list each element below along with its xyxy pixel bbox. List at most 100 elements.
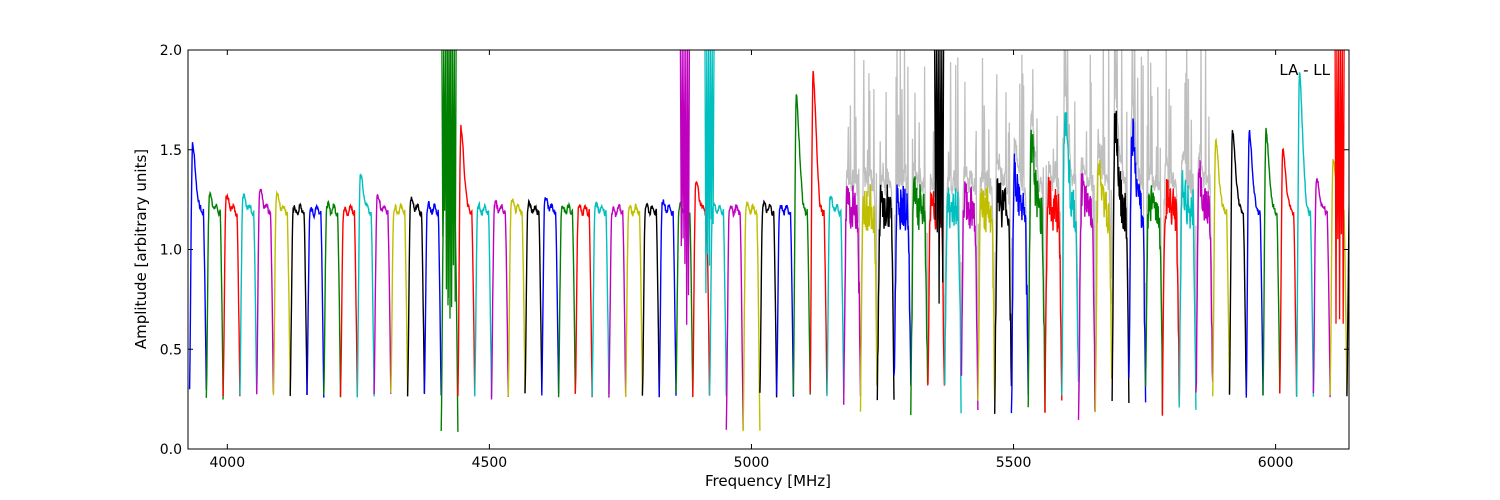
rfi-spike xyxy=(446,50,457,308)
x-tick-label: 4000 xyxy=(209,455,245,471)
spectral-window-trace xyxy=(1228,130,1247,396)
x-tick-label: 5000 xyxy=(734,455,770,471)
spectral-window-trace xyxy=(188,142,207,390)
spectral-window-trace xyxy=(1295,72,1315,398)
spectral-window-layer xyxy=(188,50,1349,432)
y-tick-label: 0.5 xyxy=(160,342,182,358)
spectral-window-trace xyxy=(356,173,375,398)
spectral-window-trace xyxy=(1245,129,1264,398)
spectral-window-trace xyxy=(239,193,258,396)
spectral-window-trace xyxy=(876,184,895,401)
spectral-window-trace xyxy=(658,199,677,398)
spectral-window-trace xyxy=(541,197,560,396)
spectral-window-trace xyxy=(474,200,493,397)
background-trace-segment xyxy=(843,50,862,379)
spectral-window-trace xyxy=(792,94,811,396)
y-axis-label: Amplitude [arbitrary units] xyxy=(132,149,150,349)
spectral-window-trace xyxy=(1279,147,1298,396)
x-axis-ticks: 4000 4500 5000 5500 6000 xyxy=(209,50,1293,471)
background-trace-segment xyxy=(1195,50,1214,377)
spectral-window-trace xyxy=(323,200,342,398)
spectral-window-trace xyxy=(423,200,442,396)
background-trace-segment xyxy=(977,57,996,374)
spectral-window-trace xyxy=(910,176,929,416)
x-tick-label: 6000 xyxy=(1258,455,1294,471)
spectral-window-trace xyxy=(1111,110,1130,404)
spectral-window-trace xyxy=(222,192,241,397)
background-trace-segment xyxy=(1161,50,1180,371)
background-trace-segment xyxy=(960,81,979,365)
spectral-window-trace xyxy=(1262,127,1281,396)
spectral-window-trace xyxy=(708,201,727,397)
spectral-window-trace xyxy=(406,196,426,397)
rfi-spike xyxy=(704,50,715,294)
spectral-window-trace xyxy=(859,184,878,412)
spectral-window-trace xyxy=(256,188,275,395)
background-trace-segment xyxy=(1010,54,1029,379)
background-trace-segment xyxy=(876,91,895,375)
spectral-window-trace xyxy=(826,195,845,397)
spectral-window-trace xyxy=(1178,170,1197,410)
y-tick-label: 1.0 xyxy=(160,243,182,259)
y-axis-ticks: 0.0 0.5 1.0 1.5 2.0 xyxy=(160,43,1349,458)
x-tick-label: 5500 xyxy=(996,455,1032,471)
y-tick-label: 1.5 xyxy=(160,143,182,159)
spectral-window-trace xyxy=(205,191,224,400)
spectral-window-trace xyxy=(742,200,761,432)
spectral-window-trace xyxy=(1061,112,1080,396)
background-trace-segment xyxy=(1061,50,1080,379)
rfi-spike xyxy=(679,50,691,325)
spectral-window-trace xyxy=(272,190,291,397)
spectral-window-trace xyxy=(390,202,409,396)
spectral-window-trace xyxy=(893,184,912,386)
spectral-window-trace xyxy=(507,198,526,397)
background-trace-segment xyxy=(1128,50,1147,362)
background-trace-segment xyxy=(1094,50,1113,363)
spectral-window-trace xyxy=(457,124,476,397)
spectral-window-trace xyxy=(490,200,509,400)
spectral-window-trace xyxy=(1128,118,1147,403)
background-trace-segment xyxy=(1077,54,1096,404)
x-axis-label: Frequency [MHz] xyxy=(705,472,831,490)
spectral-window-trace xyxy=(1027,129,1046,413)
background-trace-segment xyxy=(859,59,878,371)
spectral-window-trace xyxy=(1312,178,1331,398)
spectral-window-trace xyxy=(960,181,979,411)
x-tick-label: 4500 xyxy=(472,455,508,471)
spectral-window-trace xyxy=(1195,160,1214,393)
spectral-window-trace xyxy=(1161,178,1180,416)
spectral-window-trace xyxy=(306,203,325,398)
spectral-window-trace xyxy=(591,201,610,397)
spectral-window-trace xyxy=(557,201,576,398)
background-trace-segment xyxy=(893,50,912,370)
rfi-spike xyxy=(933,50,945,304)
spectral-window-trace xyxy=(1077,173,1096,420)
spectral-window-trace xyxy=(809,70,828,394)
spectral-window-trace xyxy=(1044,176,1063,413)
spectral-window-trace xyxy=(943,187,962,414)
spectral-window-trace xyxy=(1144,185,1164,415)
spectral-window-trace xyxy=(1094,159,1113,412)
spectral-window-trace xyxy=(1212,137,1231,397)
spectral-window-trace xyxy=(994,178,1013,414)
spectral-window-trace xyxy=(725,204,744,430)
spectral-window-trace xyxy=(843,185,862,405)
y-tick-label: 0.0 xyxy=(160,442,182,458)
background-trace-segment xyxy=(910,66,929,368)
spectral-window-trace xyxy=(289,202,308,396)
spectral-window-trace xyxy=(524,198,543,394)
spectral-window-trace xyxy=(641,202,660,397)
spectral-window-trace xyxy=(608,203,627,398)
spectral-window-trace xyxy=(339,203,358,397)
spectral-window-trace xyxy=(977,186,996,402)
plot-area xyxy=(188,50,1349,432)
background-trace-segment xyxy=(994,74,1013,371)
spectral-window-trace xyxy=(373,193,392,395)
spectral-window-trace xyxy=(1010,153,1029,414)
spectral-window-trace xyxy=(759,199,778,398)
background-trace-segment xyxy=(1027,69,1046,368)
spectral-window-trace xyxy=(625,203,644,398)
background-trace-segment xyxy=(1111,50,1130,374)
